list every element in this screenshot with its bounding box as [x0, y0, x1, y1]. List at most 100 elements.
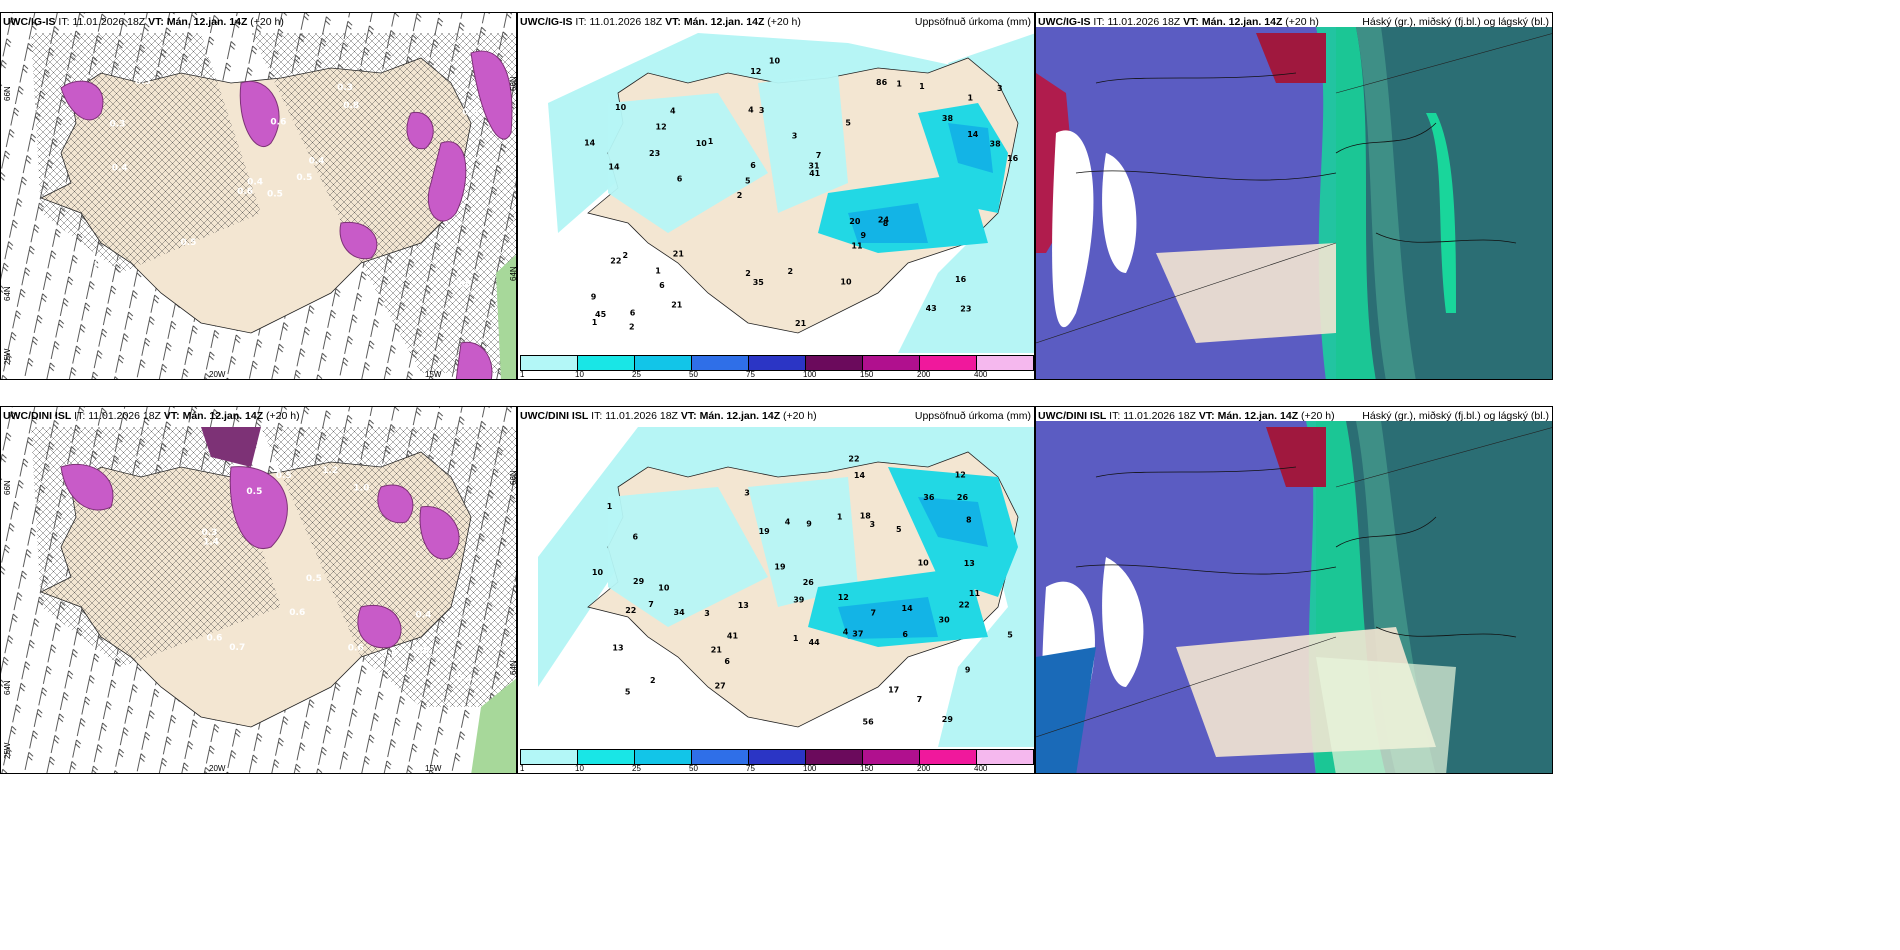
- precip-value-label: 20: [849, 217, 861, 226]
- colorbar-tick: 10: [575, 370, 584, 379]
- precip-value-label: 19: [759, 527, 771, 536]
- precip-value-label: 13: [612, 644, 623, 653]
- colorbar-tick: 400: [974, 370, 988, 379]
- cloud-map-panel-top[interactable]: UWC/IG-IS IT: 11.01.2026 18Z VT: Mán. 12…: [1035, 12, 1553, 380]
- precip-value-label: 3: [744, 488, 750, 497]
- precip-value-label: 9: [965, 666, 971, 675]
- panel-header: UWC/IG-IS IT: 11.01.2026 18Z VT: Mán. 12…: [3, 16, 284, 28]
- snow-amount-label: 0.6: [455, 279, 471, 289]
- precip-value-label: 14: [967, 130, 979, 139]
- colorbar-swatch-5: [805, 749, 863, 765]
- colorbar-tick: 1: [520, 370, 525, 379]
- colorbar-swatch-3: [691, 749, 749, 765]
- precip-value-label: 1: [655, 267, 661, 276]
- precip-value-label: 14: [902, 604, 914, 613]
- precip-value-label: 10: [696, 139, 708, 148]
- colorbar-swatch-7: [919, 749, 977, 765]
- snow-amount-label: 0.5: [276, 471, 292, 481]
- cloud-title: Háský (gr.), miðský (fj.bl.) og lágský (…: [1362, 16, 1549, 28]
- colorbar-swatch-2: [634, 355, 692, 371]
- colorbar-swatch-1: [577, 355, 635, 371]
- snow-wind-map: 0.50.30.40.50.40.50.30.60.80.50.30.60.40…: [1, 13, 516, 379]
- snow-amount-label: 0.4: [309, 156, 325, 166]
- precip-value-label: 1: [607, 502, 613, 511]
- snow-amount-label: 0.5: [181, 238, 197, 248]
- snow-amount-label: 1.0: [353, 484, 369, 494]
- colorbar-swatch-7: [919, 355, 977, 371]
- snow-amount-label: 0.3: [337, 83, 353, 93]
- snow-amount-label: 0.8: [343, 101, 359, 111]
- precip-value-label: 39: [793, 596, 805, 605]
- colorbar-swatch-6: [862, 355, 920, 371]
- panel-header: UWC/IG-IS IT: 11.01.2026 18Z VT: Mán. 12…: [520, 16, 801, 28]
- precip-map-panel-top[interactable]: UWC/IG-IS IT: 11.01.2026 18Z VT: Mán. 12…: [517, 12, 1035, 380]
- precip-value-label: 41: [809, 169, 821, 178]
- precip-value-label: 10: [658, 583, 670, 592]
- precip-value-label: 10: [615, 103, 627, 112]
- precip-value-label: 12: [955, 470, 966, 479]
- precip-value-label: 4: [843, 628, 849, 637]
- precip-value-label: 8: [883, 219, 889, 228]
- precip-value-label: 5: [1007, 630, 1013, 639]
- precip-value-label: 14: [854, 471, 866, 480]
- colorbar-swatch-8: [976, 749, 1034, 765]
- lon-label-20: 20W: [209, 764, 226, 773]
- snow-amount-label: 0.6: [270, 118, 286, 128]
- precip-value-label: 22: [610, 257, 621, 266]
- precip-value-label: 1: [793, 634, 799, 643]
- right-lat-label-66: 66N: [509, 470, 517, 485]
- precip-value-label: 10: [840, 277, 852, 286]
- precip-value-label: 6: [633, 533, 639, 542]
- colorbar-tick: 150: [860, 370, 874, 379]
- precip-map-panel-bottom[interactable]: UWC/DINI ISL IT: 11.01.2026 18Z VT: Mán.…: [517, 406, 1035, 774]
- precip-value-label: 29: [633, 577, 645, 586]
- colorbar-tick: 25: [632, 764, 641, 773]
- precip-value-label: 41: [727, 631, 739, 640]
- snow-amount-label: 0.3: [110, 120, 126, 130]
- colorbar-tick: 25: [632, 370, 641, 379]
- snow-amount-label: 1.2: [322, 466, 338, 476]
- precip-value-label: 9: [591, 293, 597, 302]
- snow-amount-label: 0.7: [229, 643, 245, 653]
- precip-value-label: 9: [806, 520, 812, 529]
- panel-header: UWC/DINI ISL IT: 11.01.2026 18Z VT: Mán.…: [3, 410, 300, 422]
- precip-value-label: 10: [592, 568, 604, 577]
- precip-value-label: 29: [942, 715, 954, 724]
- precip-map: 2314125643219637810121620145264862143162…: [518, 27, 1034, 357]
- precip-value-label: 26: [957, 493, 969, 502]
- precip-value-label: 12: [750, 67, 761, 76]
- snow-map-panel-bottom[interactable]: UWC/DINI ISL IT: 11.01.2026 18Z VT: Mán.…: [0, 406, 517, 774]
- right-lat-label-64: 64N: [509, 266, 517, 281]
- precip-value-labels: 2314125643219637810121620145264862143162…: [584, 57, 1018, 332]
- precip-value-label: 6: [677, 174, 683, 183]
- precip-value-label: 21: [711, 646, 723, 655]
- precip-colorbar: 1 10 25 50 75 100 150 200 400: [520, 749, 1034, 773]
- precip-value-label: 38: [942, 114, 954, 123]
- snow-amount-label: 0.6: [289, 608, 305, 618]
- precip-value-label: 11: [969, 589, 981, 598]
- precip-value-label: 1: [592, 318, 598, 327]
- precip-value-label: 1: [919, 82, 925, 91]
- colorbar-swatch-2: [634, 749, 692, 765]
- precip-value-label: 2: [650, 676, 656, 685]
- panel-header: UWC/DINI ISL IT: 11.01.2026 18Z VT: Mán.…: [1038, 410, 1335, 422]
- snow-map-panel-top[interactable]: UWC/IG-IS IT: 11.01.2026 18Z VT: Mán. 12…: [0, 12, 517, 380]
- precip-value-label: 12: [656, 122, 667, 131]
- precip-value-label: 4: [670, 106, 676, 115]
- lat-label-64: 64N: [3, 286, 12, 301]
- cloud-map-panel-bottom[interactable]: UWC/DINI ISL IT: 11.01.2026 18Z VT: Mán.…: [1035, 406, 1553, 774]
- precip-value-label: 9: [861, 231, 867, 240]
- colorbar-swatch-6: [862, 749, 920, 765]
- precip-value-label: 2: [623, 251, 629, 260]
- snow-amount-label: 0.5: [381, 650, 397, 660]
- precip-value-label: 43: [926, 304, 937, 313]
- lat-label-64: 64N: [3, 680, 12, 695]
- colorbar-swatch-0: [520, 749, 578, 765]
- precip-value-label: 19: [774, 563, 786, 572]
- snow-amount-label: 0.3: [135, 77, 151, 87]
- precip-value-label: 86: [876, 78, 888, 87]
- precip-value-label: 1: [896, 79, 902, 88]
- colorbar-tick: 100: [803, 370, 817, 379]
